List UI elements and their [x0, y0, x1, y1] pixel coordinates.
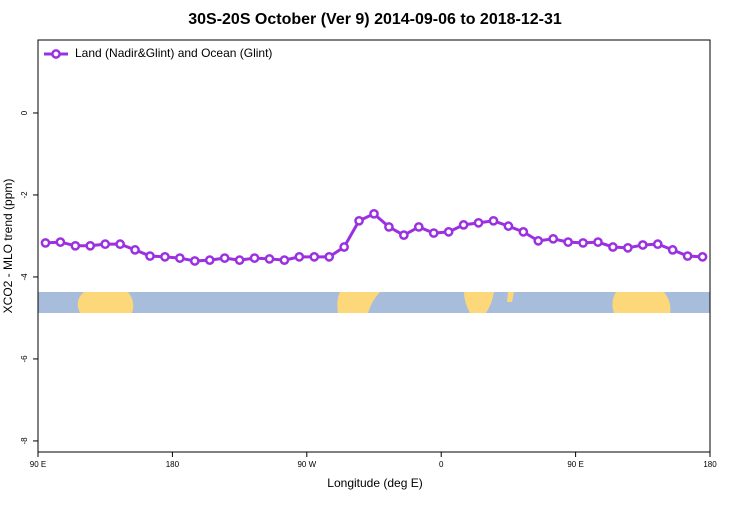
data-point [339, 242, 349, 252]
data-point [354, 215, 364, 226]
data-point [175, 253, 185, 263]
data-point [637, 240, 648, 250]
data-point [145, 251, 155, 261]
x-tick-label: 90 E [30, 460, 46, 469]
data-point [130, 245, 140, 255]
data-point [189, 256, 200, 266]
data-point [503, 221, 514, 231]
data-point [578, 238, 588, 248]
data-point [533, 236, 544, 246]
data-point [85, 240, 96, 251]
data-point [518, 227, 529, 237]
data-point [55, 237, 66, 247]
data-point [593, 237, 603, 247]
data-point [219, 253, 230, 263]
y-axis-label: XCO2 - MLO trend (ppm) [1, 179, 15, 314]
y-tick-label: -6 [20, 355, 29, 363]
x-tick-label: 90 W [297, 460, 316, 469]
data-point [399, 230, 409, 240]
data-point [204, 255, 215, 265]
x-tick-label: 0 [439, 460, 444, 469]
chart-title: 30S-20S October (Ver 9) 2014-09-06 to 20… [188, 11, 562, 28]
plot-frame [37, 39, 711, 453]
data-point [70, 240, 81, 251]
data-point [697, 252, 708, 262]
data-point [264, 254, 275, 264]
y-tick-label: 0 [20, 110, 29, 115]
data-point [443, 227, 454, 237]
data-point [428, 228, 439, 238]
data-point [369, 208, 379, 219]
data-point [548, 233, 559, 244]
data-point [324, 252, 335, 262]
data-point [249, 253, 260, 263]
x-tick-label: 180 [166, 460, 180, 469]
data-point [160, 252, 170, 262]
data-point [40, 238, 51, 248]
data-point [623, 242, 633, 253]
x-axis-label: Longitude (deg E) [327, 476, 422, 490]
land-ocean-strip [38, 292, 710, 313]
data-point [309, 252, 320, 262]
data-line [45, 212, 703, 263]
data-point [100, 239, 111, 250]
data-point [682, 251, 693, 261]
data-point [473, 217, 484, 228]
data-point [458, 220, 469, 230]
data-point [563, 237, 573, 247]
legend-label: Land (Nadir&Glint) and Ocean (Glint) [75, 46, 272, 60]
data-point [652, 239, 663, 250]
y-tick-label: -2 [20, 191, 29, 199]
data-point [384, 222, 394, 232]
legend-marker [51, 49, 61, 59]
data-point [279, 255, 290, 265]
data-point [413, 222, 424, 232]
y-tick-label: -8 [20, 437, 29, 445]
x-tick-label: 180 [703, 460, 717, 469]
data-point [115, 239, 125, 250]
data-point [608, 242, 618, 252]
data-point [667, 245, 678, 255]
x-tick-label: 90 E [567, 460, 583, 469]
y-tick-label: -4 [20, 273, 29, 281]
data-point [294, 252, 305, 262]
data-point [488, 215, 499, 226]
data-point [234, 255, 245, 265]
